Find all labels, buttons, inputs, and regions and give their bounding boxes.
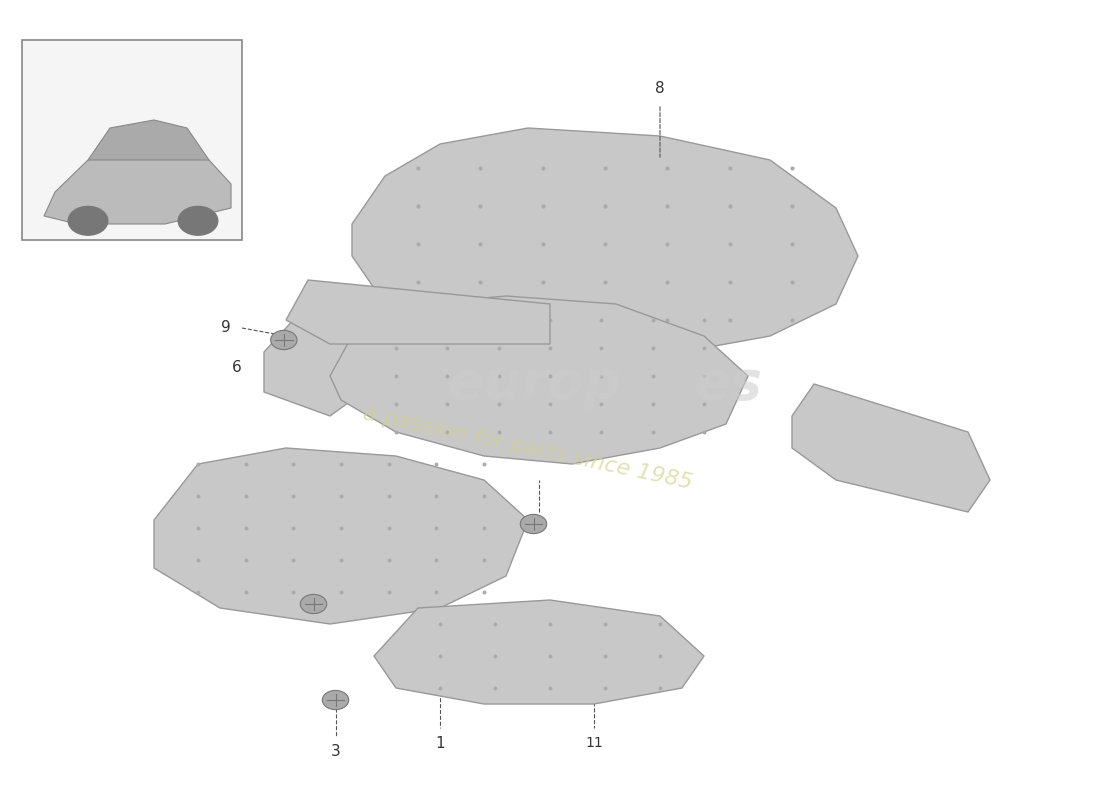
- Polygon shape: [88, 120, 209, 160]
- Circle shape: [178, 206, 218, 235]
- Polygon shape: [264, 304, 396, 416]
- Polygon shape: [154, 448, 528, 624]
- Text: europ    es: europ es: [448, 358, 762, 410]
- Text: 10: 10: [334, 321, 352, 335]
- Text: 3: 3: [331, 744, 340, 759]
- Text: 7: 7: [535, 520, 543, 535]
- Circle shape: [300, 594, 327, 614]
- Polygon shape: [286, 280, 550, 344]
- Text: 8: 8: [656, 81, 664, 96]
- Text: 11: 11: [585, 736, 603, 750]
- Circle shape: [271, 330, 297, 350]
- Text: a passion for parts since 1985: a passion for parts since 1985: [362, 403, 694, 493]
- Text: 2: 2: [254, 593, 264, 607]
- Text: 1: 1: [436, 736, 444, 751]
- Polygon shape: [374, 600, 704, 704]
- Circle shape: [520, 514, 547, 534]
- Circle shape: [68, 206, 108, 235]
- Text: 5: 5: [935, 425, 945, 439]
- Circle shape: [322, 690, 349, 710]
- Text: 4: 4: [579, 360, 587, 375]
- Polygon shape: [330, 296, 748, 464]
- Polygon shape: [352, 128, 858, 360]
- Text: 6: 6: [232, 361, 242, 375]
- Text: 9: 9: [221, 321, 231, 335]
- Polygon shape: [44, 144, 231, 224]
- Polygon shape: [792, 384, 990, 512]
- Bar: [22, 40, 242, 240]
